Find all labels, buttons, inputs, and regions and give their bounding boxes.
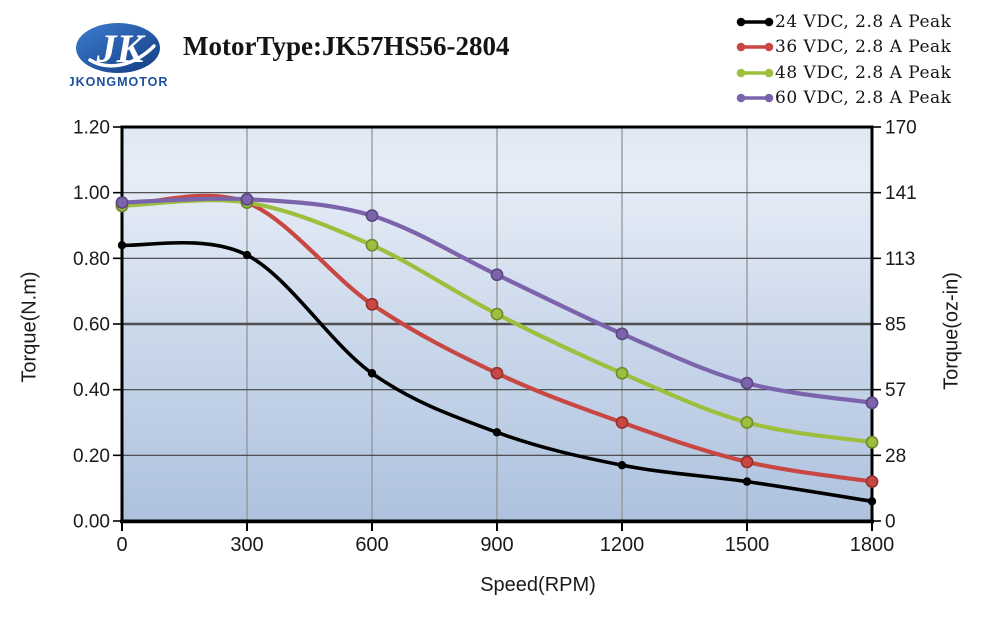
- y-tick-label-right: 0: [885, 512, 896, 533]
- data-point-60-vdc-2-8-a-peak: [615, 327, 629, 341]
- data-point-36-vdc-2-8-a-peak: [365, 297, 379, 311]
- data-point-48-vdc-2-8-a-peak: [490, 307, 504, 321]
- data-point-24-vdc-2-8-a-peak: [117, 241, 127, 250]
- data-point-48-vdc-2-8-a-peak: [865, 435, 879, 449]
- data-point-24-vdc-2-8-a-peak: [742, 477, 752, 486]
- x-tick-label: 1200: [600, 534, 645, 556]
- data-point-36-vdc-2-8-a-peak: [490, 366, 504, 380]
- data-point-60-vdc-2-8-a-peak: [115, 196, 129, 209]
- legend-item: 36 VDC, 2.8 A Peak: [735, 35, 951, 61]
- data-point-36-vdc-2-8-a-peak: [865, 475, 879, 488]
- y-tick-label-left: 1.20: [73, 118, 110, 139]
- x-tick-label: 900: [480, 534, 513, 556]
- logo-swoosh-icon: [88, 44, 156, 68]
- data-point-60-vdc-2-8-a-peak: [740, 376, 754, 390]
- y-tick-label-left: 0.80: [73, 249, 110, 270]
- legend-label: 24 VDC, 2.8 A Peak: [775, 11, 952, 32]
- y-tick-label-right: 170: [885, 118, 917, 139]
- y-tick-label-left: 0.00: [73, 512, 110, 533]
- logo-brand-text: JKONGMOTOR: [70, 75, 168, 89]
- legend-line-marker-icon: [736, 93, 774, 103]
- data-point-24-vdc-2-8-a-peak: [242, 250, 252, 260]
- y-tick-label-right: 113: [885, 249, 915, 270]
- data-point-60-vdc-2-8-a-peak: [240, 192, 254, 206]
- data-point-48-vdc-2-8-a-peak: [615, 366, 629, 380]
- y-axis-title-left: Torque(N.m): [18, 271, 41, 383]
- data-point-24-vdc-2-8-a-peak: [367, 369, 377, 378]
- y-axis-title-right: Torque(oz-in): [940, 272, 963, 390]
- data-point-48-vdc-2-8-a-peak: [740, 416, 754, 429]
- chart-legend: 24 VDC, 2.8 A Peak 36 VDC, 2.8 A Peak 48 V…: [735, 9, 951, 111]
- y-tick-label-right: 57: [885, 380, 906, 401]
- y-tick-label-right: 141: [885, 183, 917, 204]
- y-tick-label-left: 1.00: [73, 183, 110, 204]
- y-tick-label-left: 0.40: [73, 380, 110, 401]
- legend-line-marker-icon: [736, 17, 774, 27]
- logo-oval: [76, 23, 160, 73]
- y-tick-label-left: 0.20: [73, 446, 110, 467]
- data-point-48-vdc-2-8-a-peak: [365, 238, 379, 252]
- x-tick-label: 600: [355, 534, 388, 556]
- y-tick-label-left: 0.60: [73, 315, 110, 336]
- legend-item: 60 VDC, 2.8 A Peak: [735, 86, 951, 112]
- legend-item: 48 VDC, 2.8 A Peak: [735, 60, 951, 86]
- data-point-60-vdc-2-8-a-peak: [365, 209, 379, 223]
- legend-line-marker-icon: [736, 68, 774, 78]
- x-tick-label: 1800: [850, 534, 895, 556]
- x-tick-label: 0: [116, 534, 127, 556]
- x-tick-label: 300: [230, 534, 263, 556]
- y-tick-label-right: 85: [885, 315, 906, 336]
- legend-item: 24 VDC, 2.8 A Peak: [735, 9, 951, 35]
- data-point-60-vdc-2-8-a-peak: [865, 396, 879, 410]
- data-point-24-vdc-2-8-a-peak: [492, 428, 502, 437]
- x-axis-title: Speed(RPM): [480, 574, 596, 596]
- x-tick-label: 1500: [725, 534, 770, 556]
- legend-label: 36 VDC, 2.8 A Peak: [775, 37, 952, 58]
- legend-line-marker-icon: [736, 42, 774, 52]
- legend-label: 60 VDC, 2.8 A Peak: [775, 88, 952, 109]
- data-point-24-vdc-2-8-a-peak: [867, 497, 877, 506]
- legend-label: 48 VDC, 2.8 A Peak: [775, 62, 952, 83]
- data-point-36-vdc-2-8-a-peak: [740, 455, 754, 469]
- brand-logo: JK JKONGMOTOR: [70, 23, 168, 89]
- data-point-60-vdc-2-8-a-peak: [490, 268, 504, 282]
- y-tick-label-right: 28: [885, 446, 906, 467]
- page-title: MotorType:JK57HS56-2804: [183, 31, 510, 61]
- data-point-24-vdc-2-8-a-peak: [617, 460, 627, 470]
- data-point-36-vdc-2-8-a-peak: [615, 416, 629, 429]
